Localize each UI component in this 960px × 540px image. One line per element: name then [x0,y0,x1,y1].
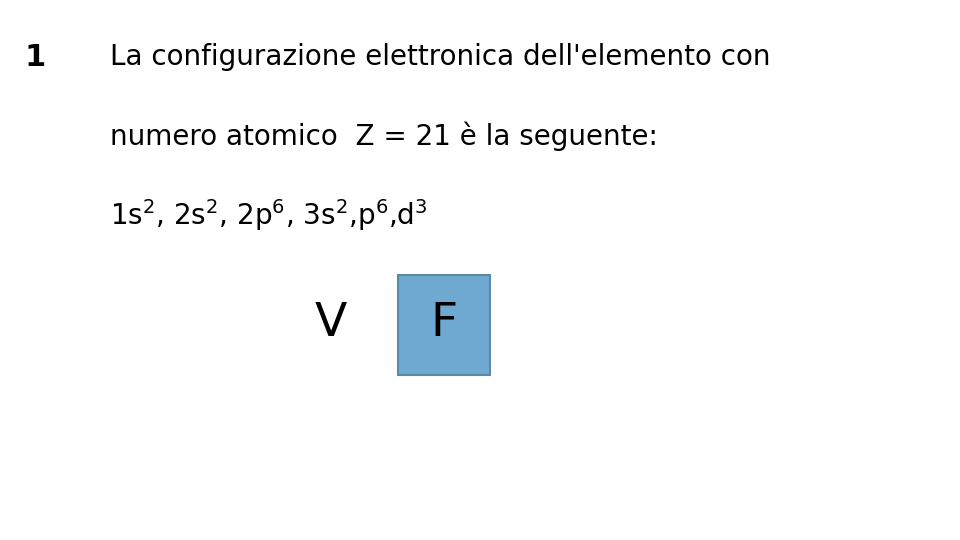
Text: La configurazione elettronica dell'elemento con: La configurazione elettronica dell'eleme… [110,43,771,71]
Text: 1s$^2$, 2s$^2$, 2p$^6$, 3s$^2$,p$^6$,d$^3$: 1s$^2$, 2s$^2$, 2p$^6$, 3s$^2$,p$^6$,d$^… [110,197,428,233]
Text: F: F [430,301,457,347]
FancyBboxPatch shape [398,275,490,375]
Text: numero atomico  Z = 21 è la seguente:: numero atomico Z = 21 è la seguente: [110,122,659,151]
Text: 1: 1 [24,43,45,72]
Text: V: V [315,301,348,347]
